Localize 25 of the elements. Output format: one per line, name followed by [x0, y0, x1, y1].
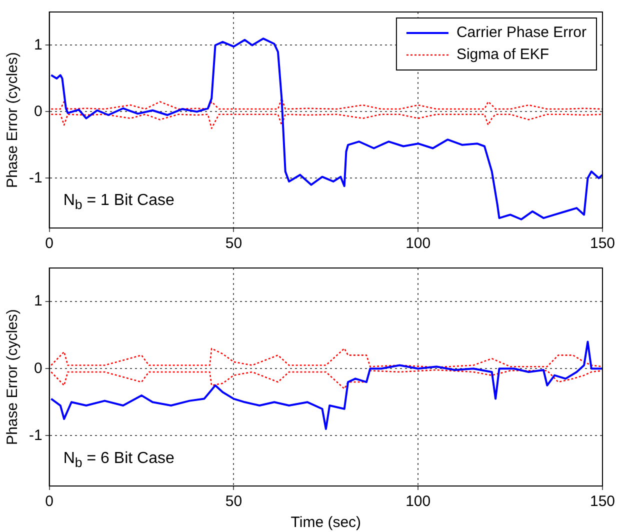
x-tick-label: 150	[590, 493, 615, 510]
x-tick-label: 50	[225, 235, 242, 252]
y-axis-title: Phase Error (cycles)	[4, 52, 22, 188]
x-tick-label: 0	[45, 235, 54, 252]
x-tick-label: 100	[406, 493, 431, 510]
x-axis-title: Time (sec)	[290, 514, 362, 532]
y-tick-label: -1	[28, 426, 42, 444]
line-series	[50, 98, 602, 110]
annotation: N$_{b}$ = 6 Bit Case	[63, 450, 174, 470]
legend-label: Sigma of EKF	[456, 46, 549, 64]
line-series	[50, 114, 602, 129]
y-tick-label: 1	[34, 292, 42, 310]
x-tick-label: 100	[406, 235, 431, 252]
x-tick-label: 150	[590, 235, 615, 252]
y-axis-title: Phase Error (cycles)	[4, 309, 22, 445]
y-tick-label: 1	[34, 36, 42, 54]
line-series	[50, 348, 602, 368]
x-tick-label: 0	[45, 493, 54, 510]
x-tick-label: 50	[225, 493, 242, 510]
y-tick-label: 0	[34, 102, 42, 120]
line-series	[50, 369, 602, 390]
y-tick-label: 0	[34, 360, 42, 377]
y-tick-label: -1	[28, 169, 42, 186]
annotation: N$_{b}$ = 1 Bit Case	[63, 192, 174, 212]
legend-label: Carrier Phase Error	[456, 24, 586, 42]
